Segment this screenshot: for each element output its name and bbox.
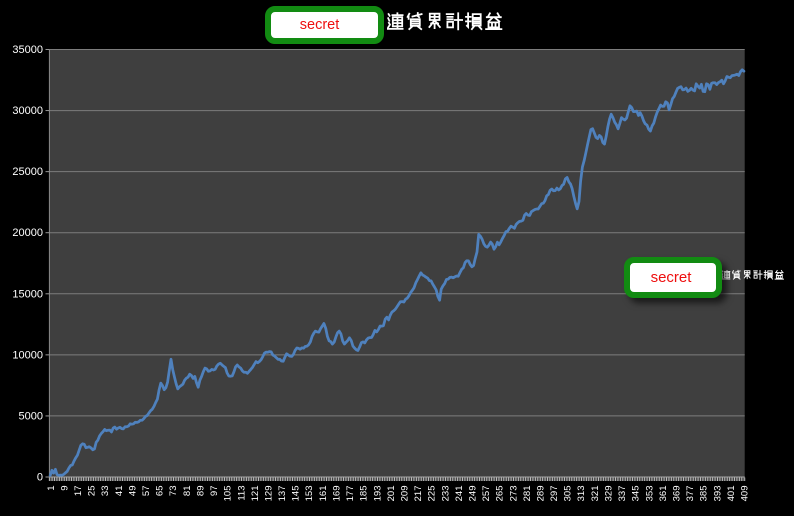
svg-text:121: 121 [250,486,261,502]
svg-text:1: 1 [46,486,57,491]
svg-text:401: 401 [726,486,737,502]
svg-text:153: 153 [304,486,315,502]
svg-text:33: 33 [100,486,111,497]
svg-text:5000: 5000 [19,410,43,422]
svg-text:81: 81 [182,486,193,497]
svg-text:25: 25 [87,486,98,497]
svg-text:241: 241 [454,486,465,502]
svg-text:249: 249 [468,486,479,502]
svg-text:209: 209 [400,486,411,502]
svg-text:369: 369 [672,486,683,502]
svg-text:201: 201 [386,486,397,502]
svg-text:305: 305 [563,486,574,502]
svg-text:65: 65 [155,486,166,497]
svg-text:353: 353 [644,486,655,502]
svg-text:265: 265 [495,486,506,502]
svg-text:281: 281 [522,486,533,502]
svg-text:20000: 20000 [12,227,43,239]
svg-text:289: 289 [536,486,547,502]
svg-text:225: 225 [427,486,438,502]
svg-text:30000: 30000 [12,105,43,117]
svg-text:393: 393 [712,486,723,502]
svg-text:169: 169 [332,486,343,502]
svg-text:57: 57 [141,486,152,497]
svg-text:49: 49 [127,486,138,497]
svg-text:17: 17 [73,486,84,497]
svg-text:10000: 10000 [12,349,43,361]
svg-text:297: 297 [549,486,560,502]
svg-text:9: 9 [60,486,71,491]
svg-text:97: 97 [209,486,220,497]
svg-text:273: 273 [508,486,519,502]
svg-text:377: 377 [685,486,696,502]
svg-text:321: 321 [590,486,601,502]
svg-text:0: 0 [37,472,43,484]
svg-text:217: 217 [413,486,424,502]
svg-text:409: 409 [740,486,751,502]
svg-text:113: 113 [236,486,247,501]
svg-text:233: 233 [440,486,451,502]
svg-text:257: 257 [481,486,492,502]
svg-text:385: 385 [699,486,710,502]
svg-text:137: 137 [277,486,288,502]
svg-text:41: 41 [114,486,125,497]
svg-text:313: 313 [576,486,587,502]
svg-text:73: 73 [168,486,179,497]
svg-text:361: 361 [658,486,669,502]
svg-text:105: 105 [223,486,234,502]
svg-text:129: 129 [264,486,275,502]
svg-text:25000: 25000 [12,166,43,178]
svg-text:329: 329 [604,486,615,502]
svg-text:345: 345 [631,486,642,502]
svg-text:35000: 35000 [12,44,43,56]
svg-text:193: 193 [372,486,383,502]
svg-text:145: 145 [291,486,302,502]
svg-text:161: 161 [318,486,329,502]
svg-text:177: 177 [345,486,356,502]
svg-text:337: 337 [617,486,628,502]
svg-text:185: 185 [359,486,370,502]
svg-text:89: 89 [196,486,207,497]
svg-text:15000: 15000 [12,288,43,300]
